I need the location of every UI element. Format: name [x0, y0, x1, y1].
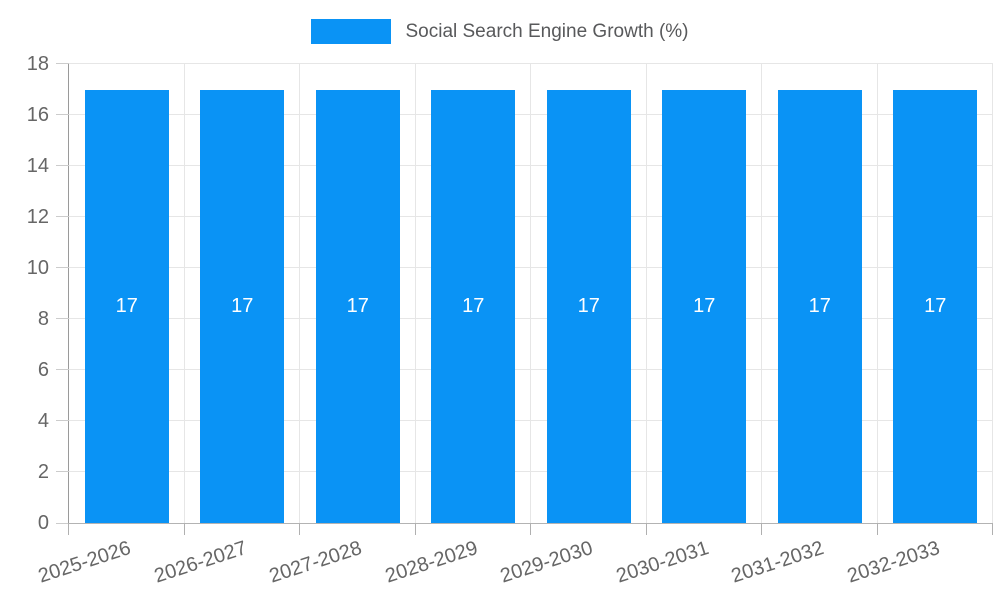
y-gridline [69, 318, 993, 319]
y-axis-tick-label: 8 [37, 308, 49, 330]
y-gridline [69, 216, 993, 217]
bar: 17 [893, 89, 978, 523]
y-axis-tick [56, 165, 69, 166]
x-axis-category-label: 2026-2027 [151, 537, 250, 588]
y-axis-tick [56, 63, 69, 64]
y-axis-tick [56, 114, 69, 115]
bar-value-label: 17 [346, 294, 369, 317]
bar: 17 [662, 89, 747, 523]
y-axis-tick-label: 2 [37, 461, 49, 483]
y-axis-tick-label: 6 [37, 359, 49, 381]
bar: 17 [777, 89, 862, 523]
x-axis-tick [68, 523, 69, 535]
x-axis-category-label: 2029-2030 [497, 537, 596, 588]
category-boundary-gridline [876, 64, 878, 523]
category-boundary-gridline [761, 64, 762, 523]
category-boundary-gridline [992, 64, 993, 523]
bar-value-label: 17 [577, 294, 600, 317]
y-gridline [69, 165, 993, 166]
y-axis-tick-label: 14 [26, 155, 49, 177]
bar: 17 [84, 89, 169, 523]
x-axis-category-label: 2031-2032 [728, 537, 827, 588]
y-gridline [69, 420, 993, 421]
x-axis-category-label: 2025-2026 [35, 537, 134, 588]
x-axis-category-label: 2032-2033 [844, 537, 943, 588]
y-axis-tick [56, 318, 69, 319]
y-axis-tick [56, 471, 69, 472]
x-axis-tick [414, 523, 416, 535]
chart-legend: Social Search Engine Growth (%) [0, 19, 1000, 44]
y-axis-tick [56, 267, 69, 268]
y-axis-tick [56, 369, 69, 370]
x-axis-tick [183, 523, 185, 535]
y-axis-tick-label: 16 [26, 104, 49, 126]
bar-value-label: 17 [693, 294, 716, 317]
bar-value-label: 17 [808, 294, 831, 317]
x-axis-category-label: 2030-2031 [613, 537, 712, 588]
y-axis-tick-label: 18 [26, 53, 49, 75]
bar: 17 [315, 89, 400, 523]
bar: 17 [431, 89, 516, 523]
y-axis-tick-label: 12 [26, 206, 49, 228]
legend-series-label: Social Search Engine Growth (%) [405, 20, 689, 42]
category-boundary-gridline [183, 64, 185, 523]
x-axis-category-label: 2028-2029 [382, 537, 481, 588]
y-axis-tick [56, 523, 69, 524]
x-axis-tick [992, 523, 993, 535]
plot-area: 0 2 4 6 8 10 12 14 16 18 17 17 17 17 17 17 17 17 2025-2026… [27, 54, 993, 587]
y-axis-tick-label: 10 [26, 257, 49, 279]
x-axis-category-label: 2027-2028 [266, 537, 365, 588]
x-axis-tick [530, 523, 531, 535]
y-axis-tick-label: 4 [37, 410, 49, 432]
category-boundary-gridline [414, 64, 416, 523]
y-gridline [69, 63, 993, 64]
bar: 17 [200, 89, 285, 523]
y-axis-tick [56, 216, 69, 217]
x-axis-tick [645, 523, 647, 535]
x-axis-tick [876, 523, 878, 535]
bar-value-label: 17 [115, 294, 138, 317]
x-axis-tick [299, 523, 300, 535]
category-boundary-gridline [645, 64, 647, 523]
y-gridline [69, 471, 993, 472]
y-axis-tick [56, 420, 69, 421]
legend-color-swatch [311, 19, 392, 44]
y-gridline [69, 267, 993, 268]
category-boundary-gridline [530, 64, 531, 523]
bar-value-label: 17 [924, 294, 947, 317]
bar-value-label: 17 [462, 294, 485, 317]
bar-value-label: 17 [231, 294, 254, 317]
bar: 17 [546, 89, 631, 523]
x-axis-tick [761, 523, 762, 535]
y-axis-tick-label: 0 [37, 512, 49, 534]
y-gridline [69, 114, 993, 115]
y-gridline [69, 369, 993, 370]
category-boundary-gridline [299, 64, 300, 523]
